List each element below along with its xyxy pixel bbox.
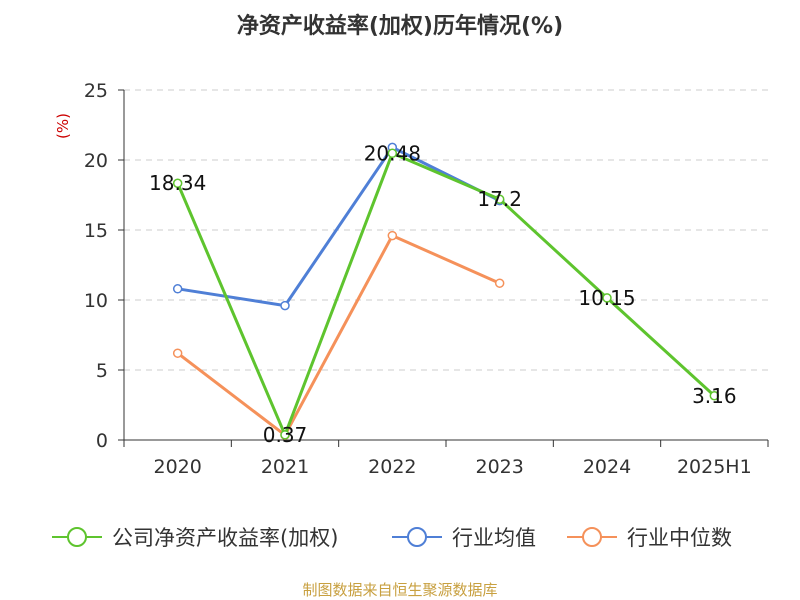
x-tick-label: 2021	[261, 456, 309, 478]
data-label: 20.48	[364, 141, 421, 165]
data-label: 18.34	[149, 171, 206, 195]
y-tick-label: 20	[84, 150, 108, 172]
x-tick-label: 2022	[368, 456, 416, 478]
data-point	[709, 391, 720, 401]
x-tick-label: 2020	[153, 456, 201, 478]
y-tick-label: 25	[84, 80, 108, 102]
data-point	[387, 148, 398, 159]
series-line	[177, 145, 501, 308]
chart-title: 净资产收益率(加权)历年情况(%)	[237, 13, 563, 39]
legend-label: 行业中位数	[627, 526, 732, 550]
data-point	[494, 194, 505, 204]
series-layer	[172, 142, 720, 440]
legend-label: 公司净资产收益率(加权)	[112, 526, 338, 550]
legend-item-0: 公司净资产收益率(加权)	[52, 526, 338, 550]
data-label: 0.37	[263, 423, 308, 447]
series-line	[176, 234, 501, 437]
data-point	[494, 278, 505, 288]
legend-item-1: 行业均值	[392, 526, 536, 550]
x-tick-label: 2025H1	[677, 456, 752, 478]
data-point	[280, 300, 290, 311]
data-label: 10.15	[578, 286, 635, 310]
axes: 0 5 10 15 20 25 2020 2021 2022 2023 2024 2025H1	[84, 80, 769, 478]
y-tick-label: 15	[84, 220, 108, 242]
data-point	[172, 284, 183, 294]
y-axis-unit: (%)	[54, 113, 72, 139]
data-point	[280, 430, 290, 440]
data-point	[172, 348, 183, 358]
data-point	[602, 293, 612, 303]
legend-marker	[582, 527, 602, 547]
y-tick-label: 0	[96, 430, 108, 452]
source-note: 制图数据来自恒生聚源数据库	[302, 581, 497, 599]
data-label: 3.16	[692, 384, 737, 408]
series-2	[172, 230, 505, 440]
legend-marker	[67, 527, 87, 547]
series-line	[176, 151, 716, 437]
series-0	[172, 148, 720, 440]
data-labels: 18.34 0.37 20.48 17.2 10.15 3.16	[149, 141, 737, 447]
legend-item-2: 行业中位数	[567, 526, 732, 550]
data-label: 17.2	[477, 187, 522, 211]
series-1	[172, 142, 505, 311]
data-point	[172, 178, 183, 188]
x-tick-label: 2023	[475, 456, 523, 478]
y-tick-label: 5	[96, 360, 108, 382]
x-tick-label: 2024	[583, 456, 631, 478]
legend: 公司净资产收益率(加权) 行业均值 行业中位数	[52, 526, 732, 550]
legend-marker	[407, 527, 427, 547]
legend-label: 行业均值	[452, 526, 536, 550]
grid-lines	[124, 89, 768, 371]
y-tick-label: 10	[84, 290, 108, 312]
data-point	[387, 230, 398, 241]
